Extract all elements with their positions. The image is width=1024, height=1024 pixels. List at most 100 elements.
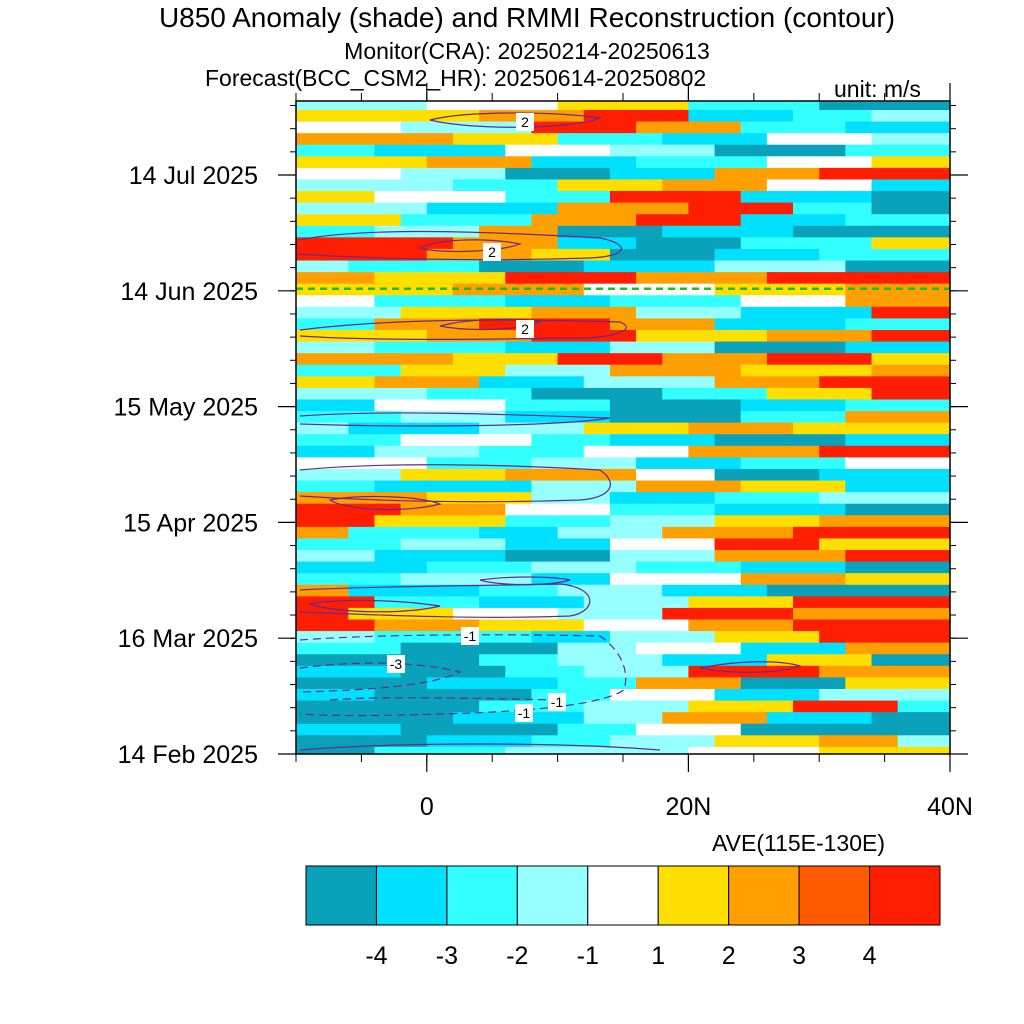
anomaly-cell: [296, 259, 349, 273]
contour-label-box: [515, 704, 533, 722]
anomaly-cell: [505, 364, 611, 377]
anomaly-cell: [793, 526, 950, 539]
anomaly-cell: [714, 503, 846, 516]
anomaly-cell: [740, 398, 846, 412]
contour-label-box: [387, 655, 405, 673]
anomaly-cell: [714, 317, 846, 330]
anomaly-cell: [426, 101, 559, 110]
anomaly-cell: [845, 676, 950, 689]
anomaly-cell: [296, 155, 428, 168]
anomaly-cell: [740, 236, 873, 249]
anomaly-cell: [557, 178, 663, 192]
anomaly-cell: [557, 723, 637, 736]
anomaly-cell: [793, 422, 950, 435]
contour-negative: [699, 661, 802, 673]
anomaly-cell: [296, 120, 402, 134]
anomaly-cell: [296, 699, 480, 713]
anomaly-cell: [845, 340, 950, 354]
anomaly-cell: [636, 468, 716, 481]
anomaly-cell: [531, 329, 637, 342]
anomaly-cell: [871, 711, 950, 724]
colorbar-label: -2: [506, 942, 528, 970]
anomaly-cell: [636, 236, 742, 249]
anomaly-cell: [426, 387, 533, 400]
anomaly-cell: [557, 653, 663, 666]
anomaly-cell: [636, 479, 742, 493]
anomaly-cell: [557, 607, 663, 620]
anomaly-cell: [740, 213, 846, 226]
anomaly-cell: [296, 642, 402, 655]
anomaly-cell: [609, 491, 716, 504]
anomaly-cell: [662, 653, 768, 666]
anomaly-cell: [505, 398, 611, 412]
contour-positive: [328, 495, 442, 511]
anomaly-cell: [845, 120, 950, 134]
anomaly-cell: [583, 422, 689, 435]
anomaly-cell: [296, 225, 376, 238]
anomaly-cell: [531, 734, 611, 747]
y-axis: 14 Feb 2025 16 Mar 2025 15 Apr 2025 15 May …: [113, 105, 968, 769]
anomaly-cell: [296, 584, 349, 597]
anomaly-cell: [374, 340, 506, 354]
anomaly-cell: [609, 248, 716, 261]
anomaly-cell: [871, 178, 950, 192]
anomaly-cell: [714, 514, 820, 527]
anomaly-cell: [819, 630, 950, 643]
anomaly-cell: [636, 642, 742, 655]
y-tick-label: 14 Jun 2025: [120, 278, 258, 306]
anomaly-cell: [871, 387, 950, 400]
anomaly-cell: [740, 456, 846, 469]
contour-label: 2: [488, 244, 496, 260]
anomaly-cell: [662, 225, 794, 238]
colorbar-swatch: [869, 865, 941, 926]
anomaly-cell: [531, 213, 637, 226]
colorbar-swatch: [587, 865, 659, 926]
anomaly-cell: [793, 607, 950, 620]
anomaly-cell: [740, 572, 846, 585]
x-tick-label: 20N: [665, 793, 711, 821]
anomaly-cell: [426, 561, 533, 574]
anomaly-cell: [348, 607, 454, 620]
anomaly-cell: [296, 630, 376, 643]
anomaly-cell: [583, 711, 663, 724]
anomaly-cell: [845, 561, 950, 574]
anomaly-cell: [296, 375, 376, 388]
forecast-subtitle: Forecast(BCC_CSM2_HR): 20250614-20250802: [205, 65, 707, 91]
anomaly-cell: [531, 306, 637, 319]
anomaly-cell: [740, 561, 846, 574]
anomaly-cell: [609, 340, 716, 354]
anomaly-cell: [374, 746, 506, 754]
anomaly-cell: [296, 561, 428, 574]
anomaly-cell: [400, 537, 506, 551]
anomaly-cell: [845, 572, 950, 585]
anomaly-cell: [296, 202, 428, 215]
anomaly-cell: [296, 618, 376, 632]
anomaly-cell: [636, 723, 742, 736]
contour-label: -1: [518, 705, 531, 721]
x-tick-label: 40N: [927, 793, 973, 821]
colorbar-swatch: [375, 865, 448, 926]
anomaly-cell: [479, 618, 585, 632]
anomaly-cell: [479, 375, 585, 388]
anomaly-cell: [766, 329, 873, 342]
contour-label: -1: [551, 694, 564, 710]
anomaly-cell: [557, 526, 663, 539]
colorbar-label: 3: [792, 942, 806, 970]
anomaly-cell: [505, 294, 611, 307]
anomaly-cell: [583, 259, 716, 273]
contour-negative: [299, 662, 462, 693]
anomaly-cell: [609, 503, 716, 516]
anomaly-cell: [766, 352, 873, 365]
anomaly-cell: [609, 410, 742, 423]
anomaly-cell: [400, 410, 506, 423]
anomaly-cell: [374, 688, 533, 701]
anomaly-cell: [714, 248, 820, 261]
anomaly-cell: [714, 734, 820, 747]
anomaly-cell: [296, 294, 376, 307]
anomaly-cell: [505, 144, 611, 157]
colorbar-label: -4: [365, 942, 387, 970]
anomaly-cell: [793, 225, 950, 238]
anomaly-cell: [740, 190, 873, 203]
anomaly-cell: [845, 549, 950, 562]
